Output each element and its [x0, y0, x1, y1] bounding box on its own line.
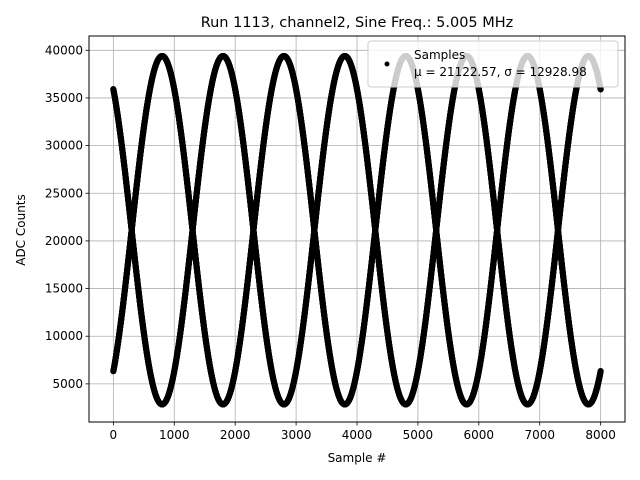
y-tick-label: 40000 — [45, 43, 83, 57]
y-axis-label: ADC Counts — [14, 194, 28, 266]
y-tick-label: 15000 — [45, 282, 83, 296]
x-tick-label: 5000 — [403, 428, 434, 442]
y-tick-label: 35000 — [45, 91, 83, 105]
y-tick-label: 10000 — [45, 329, 83, 343]
y-tick-label: 20000 — [45, 234, 83, 248]
x-tick-label: 0 — [110, 428, 118, 442]
legend-marker-samples — [384, 61, 390, 67]
legend-label-samples: Samples — [414, 48, 465, 62]
legend-stats-samples: μ = 21122.57, σ = 12928.98 — [414, 65, 587, 79]
chart-title: Run 1113, channel2, Sine Freq.: 5.005 MH… — [201, 15, 514, 31]
legend: Samples μ = 21122.57, σ = 12928.98 — [367, 40, 619, 88]
y-tick-label: 5000 — [52, 377, 83, 391]
x-axis-label: Sample # — [328, 451, 387, 465]
y-tick-label: 30000 — [45, 139, 83, 153]
x-tick-label: 6000 — [464, 428, 495, 442]
legend-box — [367, 40, 619, 88]
x-tick-label: 7000 — [524, 428, 555, 442]
x-tick-label: 8000 — [585, 428, 616, 442]
y-tick-label: 25000 — [45, 186, 83, 200]
x-tick-label: 3000 — [281, 428, 312, 442]
sample-branch — [110, 52, 604, 408]
x-tick-label: 4000 — [342, 428, 373, 442]
x-tick-label: 1000 — [159, 428, 190, 442]
x-tick-label: 2000 — [220, 428, 251, 442]
ticks: 0 1000 2000 3000 4000 5000 6000 7000 8000 5000 100… — [45, 43, 616, 442]
